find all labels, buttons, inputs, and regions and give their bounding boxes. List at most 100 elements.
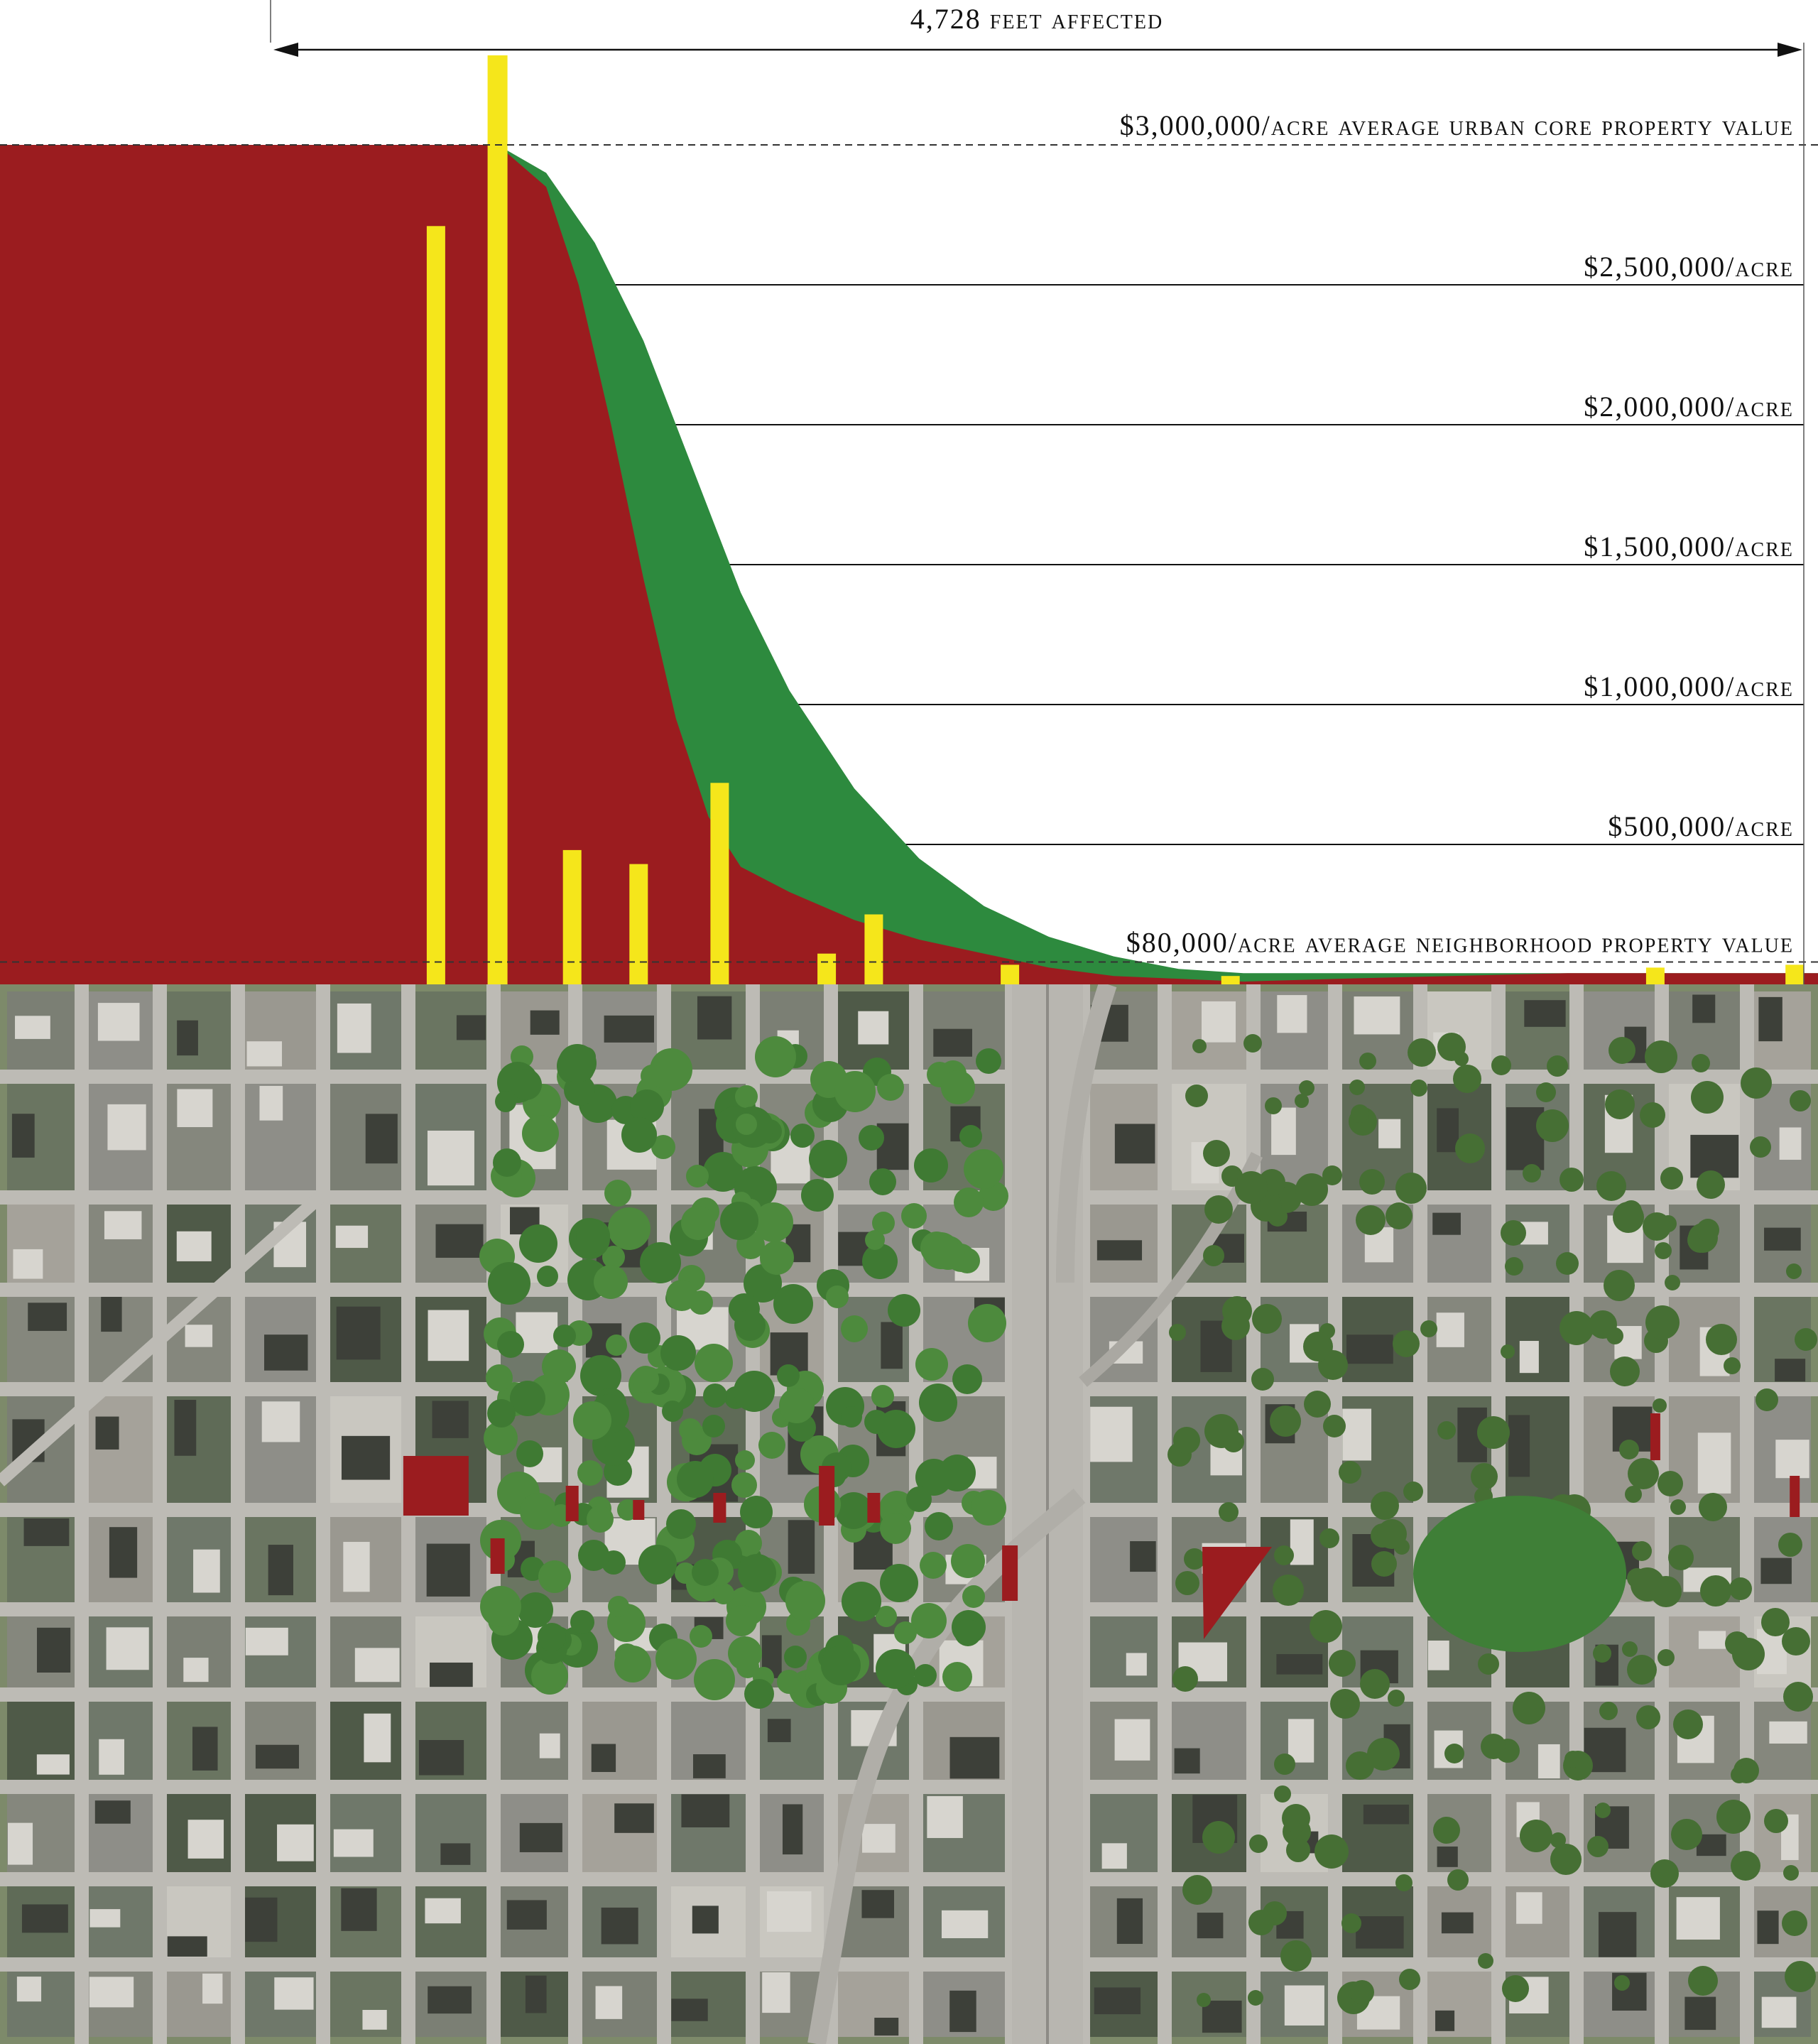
map-tree-e-140 [1367, 1738, 1400, 1771]
map-tree-174 [495, 1091, 516, 1112]
map-tree-162 [728, 1636, 762, 1670]
map-building-242 [1761, 1996, 1797, 2028]
bar-4 [710, 783, 729, 984]
map-tree-e-13 [1550, 1844, 1582, 1875]
map-building-83 [1346, 1334, 1393, 1364]
map-building-90 [95, 1416, 119, 1450]
parcel-0 [403, 1456, 469, 1516]
map-building-193 [1363, 1804, 1410, 1825]
map-tree-190 [964, 1149, 1003, 1189]
map-tree-252 [785, 1581, 825, 1621]
map-tree-199 [538, 1623, 566, 1651]
map-building-43 [1690, 1134, 1739, 1178]
map-tree-142 [968, 1304, 1006, 1342]
aerial-map [0, 984, 1818, 2044]
map-tree-e-155 [1596, 1171, 1626, 1201]
map-tree-e-186 [1478, 1953, 1493, 1969]
map-tree-e-179 [1395, 1173, 1427, 1204]
y-tick-label-0: $2,500,000/acre [1584, 251, 1794, 283]
map-building-169 [1174, 1748, 1200, 1774]
map-building-71 [336, 1306, 381, 1360]
map-tree-193 [790, 1124, 815, 1148]
map-tree-231 [594, 1265, 628, 1299]
map-building-222 [89, 1977, 134, 2008]
map-tree-e-46 [1731, 1851, 1760, 1881]
map-tree-110 [726, 1605, 757, 1636]
map-building-17 [1354, 996, 1400, 1035]
map-tree-99 [915, 1459, 952, 1496]
map-tree-216 [570, 1610, 594, 1634]
map-tree-180 [679, 1418, 702, 1441]
map-tree-243 [480, 1586, 521, 1627]
map-street-h-9 [0, 1957, 1818, 1972]
map-tree-238 [841, 1406, 862, 1428]
parcel-5 [819, 1466, 835, 1526]
map-building-107 [1508, 1415, 1530, 1477]
map-building-241 [1684, 1996, 1716, 2031]
bar-3 [629, 864, 648, 984]
map-tree-e-94 [1622, 1641, 1638, 1657]
map-building-153 [1698, 1631, 1726, 1649]
map-tree-e-16 [1270, 1406, 1301, 1437]
map-tree-e-48 [1785, 1961, 1816, 1992]
map-tree-e-157 [1204, 1195, 1233, 1224]
map-building-109 [1697, 1433, 1731, 1494]
map-building-148 [1276, 1654, 1323, 1675]
map-tree-254 [537, 1266, 558, 1287]
map-tree-e-0 [1410, 1080, 1427, 1097]
map-tree-e-65 [1632, 1541, 1652, 1561]
map-building-176 [1769, 1721, 1807, 1744]
map-building-69 [185, 1325, 213, 1347]
map-tree-192 [493, 1148, 521, 1177]
map-tree-61 [880, 1564, 918, 1602]
map-tree-241 [641, 1065, 663, 1087]
bar-5 [817, 953, 837, 984]
map-tree-232 [686, 1165, 709, 1187]
map-building-199 [21, 1904, 68, 1933]
map-tree-e-14 [1625, 1486, 1642, 1503]
map-tree-163 [777, 1670, 801, 1694]
map-building-185 [681, 1794, 730, 1827]
map-tree-249 [487, 1399, 516, 1428]
map-tree-e-51 [1778, 1533, 1802, 1557]
map-tree-188 [576, 1219, 610, 1253]
reference-label-1: $80,000/acre average neighborhood proper… [1126, 926, 1794, 958]
area-series [0, 145, 1818, 984]
map-tree-e-111 [1350, 1980, 1374, 2004]
parcel-9 [1650, 1413, 1660, 1460]
affected-parcels [403, 1413, 1800, 1639]
map-tree-e-136 [1513, 1692, 1545, 1724]
map-tree-e-144 [1274, 1754, 1295, 1775]
map-tree-197 [734, 1310, 766, 1341]
map-tree-150 [841, 1315, 868, 1342]
parcel-4 [713, 1493, 726, 1523]
map-tree-e-198 [1786, 1263, 1802, 1279]
map-tree-224 [713, 1583, 734, 1604]
map-tree-e-193 [1437, 1033, 1466, 1061]
map-tree-e-50 [1481, 1734, 1506, 1759]
map-tree-e-85 [1377, 1519, 1407, 1549]
map-tree-152 [773, 1284, 813, 1324]
bar-10 [1785, 964, 1805, 984]
map-tree-256 [692, 1559, 719, 1586]
map-tree-e-10 [1665, 1275, 1680, 1290]
map-building-105 [1342, 1408, 1372, 1461]
map-tree-178 [959, 1125, 982, 1148]
map-building-203 [341, 1888, 377, 1931]
map-tree-214 [777, 1364, 800, 1387]
map-tree-60 [888, 1294, 920, 1327]
map-building-188 [927, 1795, 963, 1838]
map-building-223 [202, 1973, 223, 2004]
map-tree-149 [520, 1493, 557, 1530]
map-tree-e-147 [1478, 1653, 1499, 1675]
y-tick-label-3: $1,000,000/acre [1584, 670, 1794, 702]
map-building-3 [177, 1020, 198, 1056]
map-tree-136 [578, 1540, 609, 1571]
map-building-22 [1758, 996, 1782, 1042]
map-tree-e-168 [1251, 1368, 1274, 1391]
map-tree-e-180 [1235, 1171, 1268, 1204]
map-tree-62 [862, 1244, 898, 1279]
map-tree-71 [859, 1125, 884, 1151]
map-park [1413, 1496, 1626, 1652]
